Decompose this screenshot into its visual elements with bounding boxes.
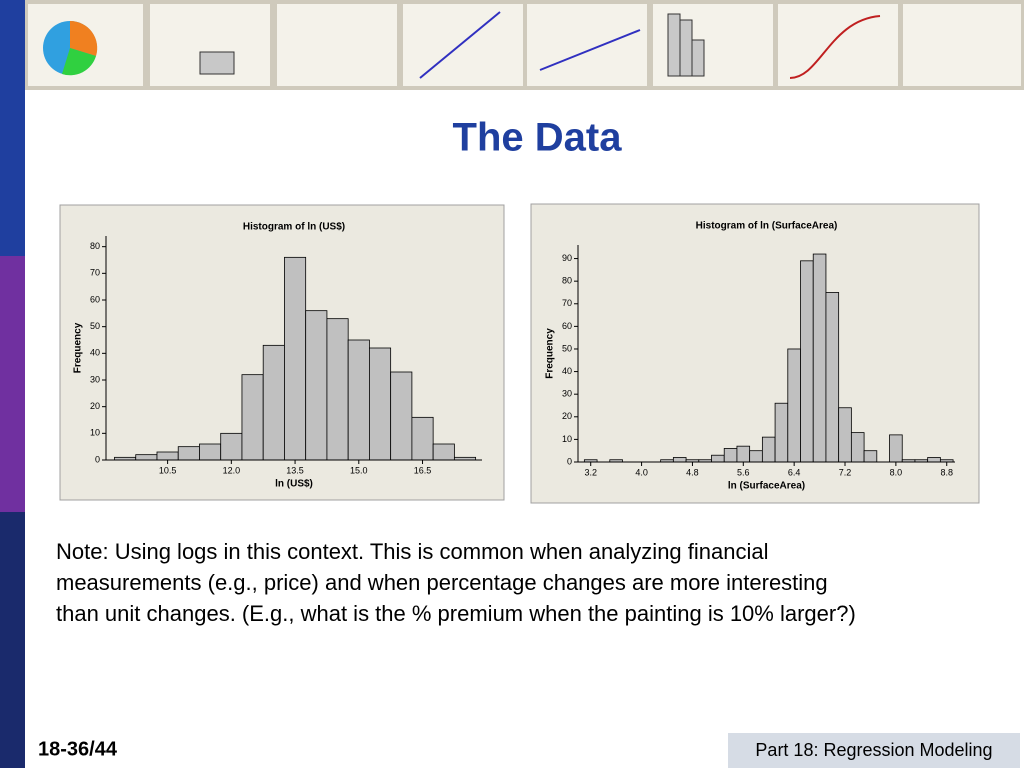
bar [135, 454, 158, 461]
bar [305, 310, 328, 461]
note-line: measurements (e.g., price) and when perc… [56, 570, 828, 595]
x-tick-label: 10.5 [159, 465, 177, 475]
bar [326, 318, 349, 461]
thumb [778, 4, 898, 86]
side-stripe [0, 512, 25, 768]
bar [749, 450, 763, 463]
y-tick-label: 30 [90, 374, 100, 384]
bar [927, 457, 941, 463]
side-stripe [0, 256, 25, 512]
y-tick-label: 10 [90, 428, 100, 438]
bar [432, 443, 455, 461]
charts: Histogram of ln (US$) ln (US$) Frequency 0 1… [59, 203, 980, 504]
y-tick-label: 20 [562, 411, 572, 421]
bar [736, 445, 751, 463]
y-tick-label: 40 [90, 348, 100, 358]
slide-title: The Data [453, 116, 623, 160]
footer: Part 18: Regression Modeling [755, 740, 992, 760]
side-stripe [0, 0, 25, 256]
chart-title: Histogram of ln (SurfaceArea) [696, 221, 838, 232]
thumb-curve [789, 15, 881, 79]
x-tick-label: 8.0 [890, 467, 903, 477]
y-tick-label: 0 [95, 454, 100, 464]
y-axis-label: Frequency [545, 328, 556, 379]
bar [177, 446, 200, 461]
thumb-line [539, 29, 641, 71]
bar [284, 256, 307, 461]
x-tick-label: 15.0 [350, 465, 368, 475]
bar [774, 402, 789, 463]
y-tick-label: 80 [90, 241, 100, 251]
y-tick-label: 10 [562, 434, 572, 444]
bar [889, 434, 903, 463]
thumb [527, 4, 647, 86]
thumb-bar [679, 19, 693, 77]
thumb-pie [70, 20, 98, 57]
chart-title: Histogram of ln (US$) [243, 222, 345, 233]
bar [711, 454, 725, 463]
thumb-box [199, 51, 235, 75]
x-tick-label: 8.8 [940, 467, 953, 477]
page-number: 18-36/44 [38, 738, 118, 760]
y-tick-label: 90 [562, 253, 572, 263]
x-tick-label: 12.0 [223, 465, 241, 475]
y-tick-label: 60 [562, 321, 572, 331]
thumb [903, 4, 1021, 86]
y-axis-label: Frequency [73, 322, 84, 373]
bar [800, 260, 814, 463]
bar [347, 339, 370, 461]
bar [863, 450, 878, 463]
note-line: than unit changes. (E.g., what is the % … [56, 601, 856, 626]
bar [723, 448, 738, 463]
thumb-bar [667, 13, 681, 77]
bar [812, 253, 827, 463]
x-tick-label: 5.6 [737, 467, 750, 477]
y-tick-label: 50 [90, 321, 100, 331]
thumb [277, 4, 397, 86]
thumbnail-strip [25, 0, 1024, 90]
bar [850, 432, 865, 463]
bar [220, 432, 243, 461]
y-tick-label: 70 [562, 298, 572, 308]
bar [199, 443, 222, 461]
x-tick-label: 3.2 [584, 467, 597, 477]
x-tick-label: 6.4 [788, 467, 801, 477]
y-tick-label: 60 [90, 294, 100, 304]
bar [411, 416, 434, 461]
bar [787, 348, 801, 463]
y-tick-label: 50 [562, 343, 572, 353]
y-tick-label: 40 [562, 366, 572, 376]
x-axis-label: ln (SurfaceArea) [728, 481, 805, 492]
y-tick-label: 80 [562, 276, 572, 286]
bar [241, 374, 264, 461]
x-tick-label: 13.5 [286, 465, 304, 475]
bar [262, 344, 285, 461]
thumb-pie [62, 48, 96, 76]
y-tick-label: 70 [90, 268, 100, 278]
y-tick-label: 0 [567, 456, 572, 466]
bar [838, 407, 852, 463]
bar [761, 436, 776, 463]
histogram-chart: Histogram of ln (US$) ln (US$) Frequency 0 1… [59, 204, 505, 501]
footer-box [728, 733, 1020, 768]
x-axis-label: ln (US$) [275, 479, 313, 490]
histogram-chart: Histogram of ln (SurfaceArea) ln (Surface… [530, 203, 980, 504]
note-line: Note: Using logs in this context. This i… [56, 539, 769, 564]
x-tick-label: 16.5 [414, 465, 432, 475]
bar [369, 347, 392, 461]
y-tick-label: 20 [90, 401, 100, 411]
bar [156, 451, 179, 461]
thumb-bar [691, 39, 705, 77]
thumb [403, 4, 523, 86]
bar [825, 292, 840, 463]
y-tick-label: 30 [562, 389, 572, 399]
thumb-line [419, 11, 501, 79]
x-tick-label: 4.0 [635, 467, 648, 477]
x-tick-label: 4.8 [686, 467, 699, 477]
x-tick-label: 7.2 [839, 467, 852, 477]
bar [672, 457, 687, 463]
bar [390, 371, 413, 461]
